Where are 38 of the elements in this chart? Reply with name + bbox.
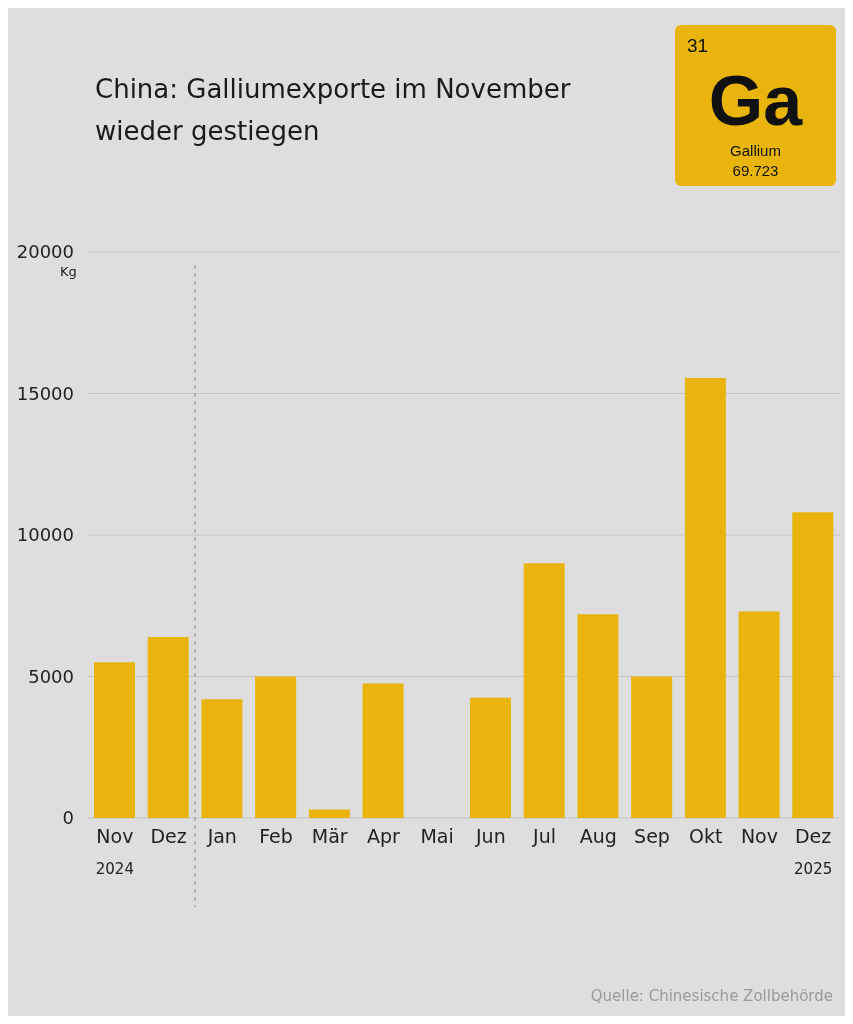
bar [308,809,350,818]
text: 2024 [94,860,135,878]
bar [738,611,780,818]
bar [201,699,243,818]
y-tick-label: 5000 [28,665,74,687]
x-tick-label: Dez [794,825,832,848]
x-tick-label: Jun [475,825,506,848]
chart-title: China: Galliumexporte im November wieder gestiegen [95,73,572,148]
bar [255,676,297,818]
bar [577,614,619,818]
y-tick-label: 20000 [16,241,74,263]
bar [147,636,189,818]
x-tick-label: Mär [311,825,348,848]
bar [792,512,834,818]
x-tick-label: Apr [366,825,401,848]
x-tick-label: Jul [532,825,557,848]
y-tick-label: 10000 [16,524,74,546]
bar [523,563,565,818]
x-tick-label: Okt [689,825,723,848]
x-tick-label: Jan [206,825,237,848]
x-tick-label: Mai [420,825,454,848]
source-note: Quelle: Chinesische Zollbehörde [590,987,833,1005]
y-tick-label: 15000 [16,382,74,404]
x-tick-label: Sep [634,825,670,848]
x-tick-label: Nov [740,825,778,848]
bar [94,662,135,818]
element-tile: 31 Ga Gallium 69.723 [675,25,836,186]
bar [631,676,673,818]
bar [470,697,511,818]
x-tick-label: Nov [96,825,134,848]
x-tick-label: Dez [150,825,187,848]
y-tick-label: 0 [62,807,74,829]
y-axis-title: Kg [60,264,77,279]
bar [684,377,726,818]
bar [362,683,404,818]
x-tick-label: Feb [259,825,293,848]
text: 2025 [793,860,834,878]
x-tick-label: Aug [579,825,617,848]
